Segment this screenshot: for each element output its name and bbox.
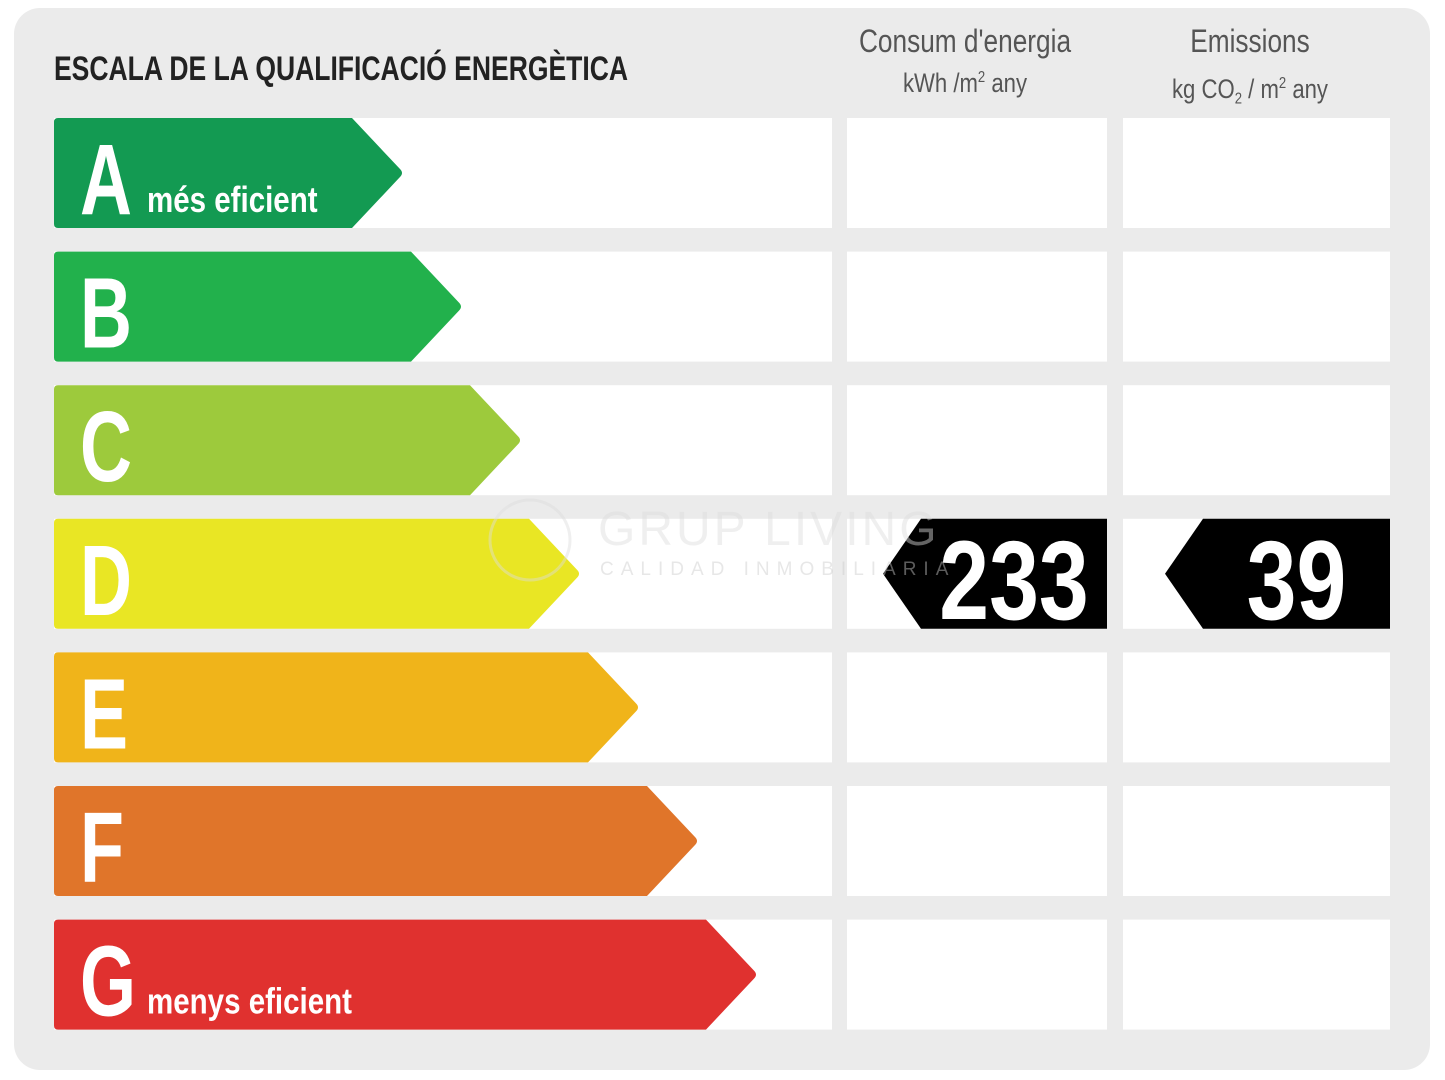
consumption-cell	[847, 652, 1107, 763]
watermark-logo	[488, 498, 572, 582]
consumption-value: 233	[939, 518, 1088, 643]
rating-arrow	[54, 518, 579, 629]
rating-letter: F	[80, 792, 124, 903]
text-group: C	[80, 392, 132, 503]
text-group: 233	[939, 518, 1088, 643]
emissions-cell	[1123, 118, 1390, 228]
rating-arrow	[54, 652, 638, 763]
unit-part: any	[985, 69, 1027, 99]
rating-arrow	[54, 919, 756, 1030]
consumption-cell	[847, 385, 1107, 496]
text-group: 39	[1247, 518, 1347, 643]
watermark-name: GRUP LIVING	[598, 503, 940, 556]
consumption-cell	[847, 919, 1107, 1030]
unit-part: 2	[1235, 90, 1242, 107]
consumption-marker	[883, 518, 1107, 629]
column-title: Consum d'energia	[859, 25, 1072, 60]
consumption-cell	[847, 118, 1107, 228]
emissions-marker	[1165, 518, 1390, 629]
text-group: G	[80, 926, 136, 1037]
rating-label: més eficient	[147, 179, 318, 219]
text-group: menys eficient	[147, 981, 352, 1021]
rating-letter: A	[80, 124, 132, 235]
unit-part: any	[1286, 75, 1328, 105]
unit-part: / m	[1242, 75, 1279, 105]
emissions-cell	[1123, 919, 1390, 1030]
rating-letter: G	[80, 926, 136, 1037]
text-group: F	[80, 792, 124, 903]
watermark: GRUP LIVING CALIDAD INMOBILIARIA	[488, 498, 955, 582]
rating-letter: B	[80, 258, 132, 369]
rating-arrow	[54, 118, 402, 228]
emissions-cell	[1123, 251, 1390, 362]
text-group: A	[80, 124, 132, 235]
text-group: més eficient	[147, 179, 318, 219]
text-group: E	[80, 659, 128, 770]
watermark-tagline: CALIDAD INMOBILIARIA	[600, 559, 955, 580]
emissions-value: 39	[1247, 518, 1347, 643]
title: ESCALA DE LA QUALIFICACIÓ ENERGÈTICA	[54, 48, 628, 88]
column-unit: kWh /m2 any	[903, 69, 1028, 99]
rating-label: menys eficient	[147, 981, 352, 1021]
rating-arrow	[54, 385, 520, 496]
text-group: B	[80, 258, 132, 369]
rating-letter: C	[80, 392, 132, 503]
emissions-cell	[1123, 652, 1390, 763]
consumption-cell	[847, 251, 1107, 362]
text-group: Consum d'energia kWh /m2 any	[859, 25, 1072, 99]
emissions-cell	[1123, 385, 1390, 496]
rating-letter: E	[80, 659, 128, 770]
rating-arrow	[54, 786, 697, 896]
unit-part: 2	[1279, 75, 1286, 92]
rating-arrow	[54, 251, 461, 362]
text-group: D	[80, 525, 132, 636]
rating-letter: D	[80, 525, 132, 636]
unit-part: 2	[978, 69, 985, 86]
column-title: Emissions	[1190, 25, 1310, 60]
emissions-cell	[1123, 786, 1390, 896]
unit-part: kWh /m	[903, 69, 978, 99]
unit-part: kg CO	[1172, 75, 1235, 105]
consumption-cell	[847, 786, 1107, 896]
column-unit: kg CO2 / m2 any	[1172, 75, 1329, 107]
